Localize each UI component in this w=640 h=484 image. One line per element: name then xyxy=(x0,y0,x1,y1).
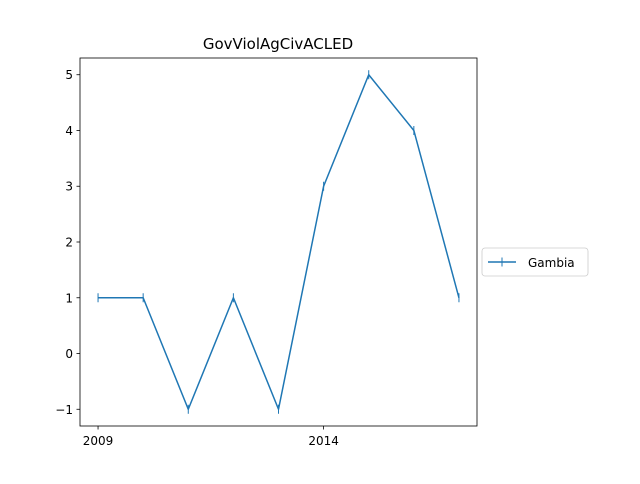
y-tick-label: 2 xyxy=(65,236,73,250)
y-tick-label: 5 xyxy=(65,68,73,82)
legend-box xyxy=(481,247,589,277)
y-tick-label: 4 xyxy=(65,124,73,138)
y-tick-label: −1 xyxy=(55,403,73,417)
legend-label-gambia: Gambia xyxy=(528,256,575,270)
y-tick-label: 3 xyxy=(65,180,73,194)
y-tick-label: 1 xyxy=(65,291,73,305)
y-tick-label: 0 xyxy=(65,347,73,361)
plot-frame xyxy=(79,57,478,427)
ticks-layer: −1 0 1 2 3 4 5 2009 2014 xyxy=(55,68,339,448)
series-layer xyxy=(97,70,460,414)
legend: Gambia xyxy=(481,247,589,277)
x-tick-label: 2009 xyxy=(83,434,114,448)
x-tick-label: 2014 xyxy=(308,434,339,448)
chart-title: GovViolAgCivACLED xyxy=(203,35,353,53)
